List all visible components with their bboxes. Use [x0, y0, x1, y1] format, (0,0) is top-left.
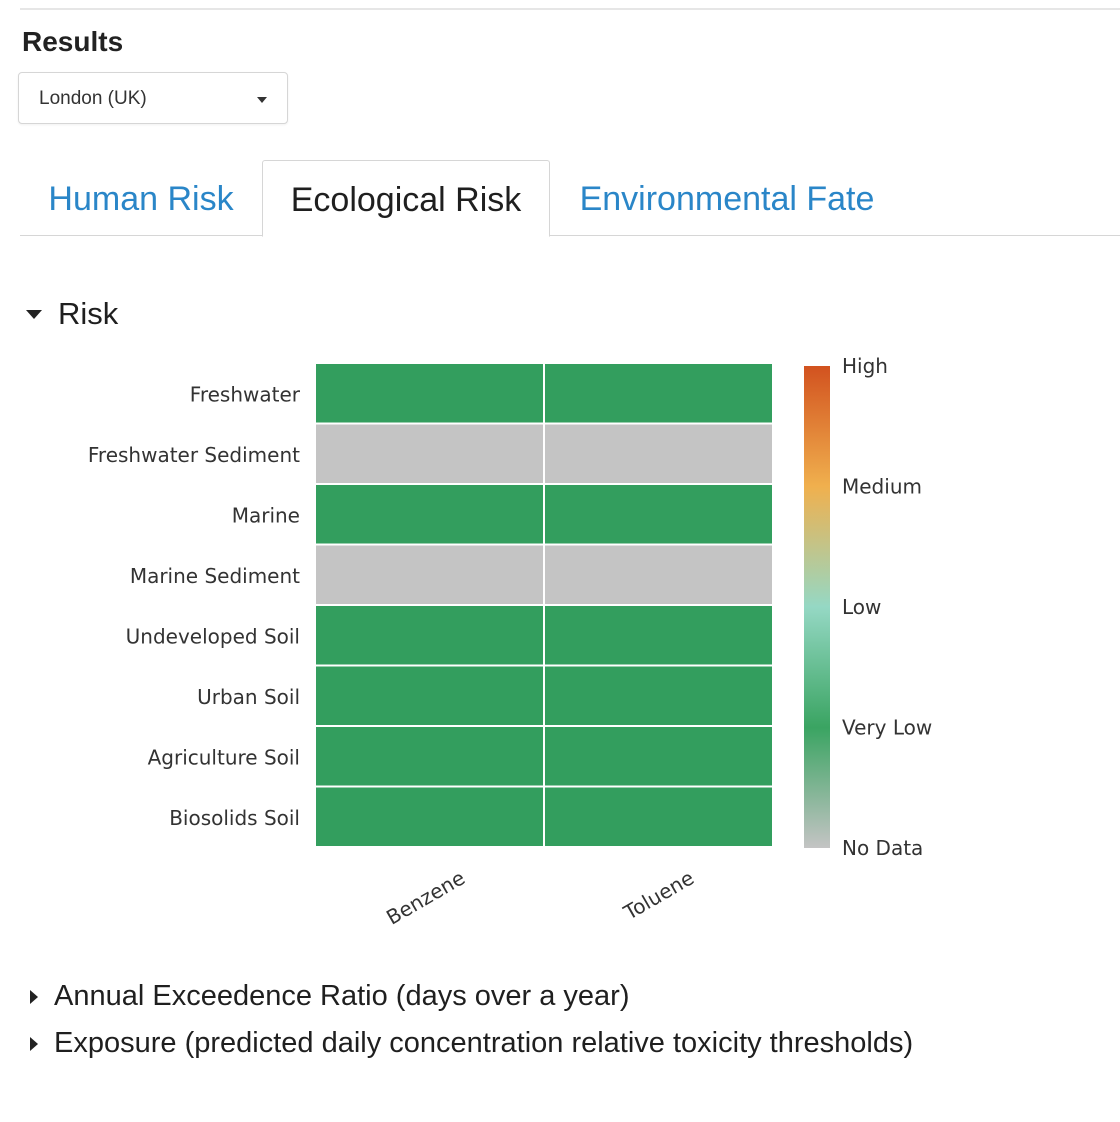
heatmap-cell-freshwater-sediment-benzene	[316, 424, 543, 483]
heatmap-cell-marine-sediment-benzene	[316, 545, 543, 604]
colorbar-label-medium: Medium	[842, 475, 922, 499]
heatmap-cell-freshwater-sediment-toluene	[545, 424, 772, 483]
colorbar	[804, 366, 830, 848]
colorbar-label-low: Low	[842, 595, 881, 619]
top-divider	[20, 8, 1120, 10]
colorbar-label-very-low: Very Low	[842, 716, 932, 740]
tab-human-risk[interactable]: Human Risk	[48, 180, 234, 218]
row-label-marine-sediment: Marine Sediment	[130, 564, 300, 588]
location-select-value: London (UK)	[39, 88, 147, 109]
chevron-down-icon	[257, 97, 267, 103]
risk-heatmap: Freshwater Freshwater Sediment Marine Marin…	[88, 354, 932, 930]
results-title: Results	[22, 26, 124, 57]
colorbar-label-no-data: No Data	[842, 836, 923, 860]
annual-exceedence-label: Annual Exceedence Ratio (days over a yea…	[54, 980, 630, 1012]
column-label-toluene: Toluene	[619, 866, 698, 926]
exposure-label: Exposure (predicted daily concentration …	[54, 1027, 914, 1059]
tab-environmental-fate[interactable]: Environmental Fate	[579, 180, 875, 218]
exposure-toggle[interactable]: Exposure (predicted daily concentration …	[26, 1027, 913, 1060]
row-label-biosolids-soil: Biosolids Soil	[169, 806, 300, 830]
tab-ecological-risk[interactable]: Ecological Risk	[262, 160, 550, 237]
annual-exceedence-toggle[interactable]: Annual Exceedence Ratio (days over a yea…	[26, 980, 629, 1013]
row-label-undeveloped-soil: Undeveloped Soil	[126, 624, 300, 648]
heatmap-cell-marine-toluene	[545, 485, 772, 544]
column-label-benzene: Benzene	[382, 866, 469, 930]
heatmap-cell-freshwater-benzene	[316, 364, 543, 423]
heatmap-cell-urban-soil-benzene	[316, 666, 543, 725]
triangle-right-icon	[30, 1036, 38, 1051]
heatmap-cell-agriculture-soil-toluene	[545, 727, 772, 786]
heatmap-cell-biosolids-soil-toluene	[545, 787, 772, 846]
triangle-right-icon	[30, 989, 38, 1004]
row-label-freshwater: Freshwater	[190, 382, 301, 406]
heatmap-cell-marine-benzene	[316, 485, 543, 544]
row-label-agriculture-soil: Agriculture Soil	[148, 745, 300, 769]
tabs-baseline	[20, 235, 1120, 236]
heatmap-cell-marine-sediment-toluene	[545, 545, 772, 604]
heatmap-cell-undeveloped-soil-toluene	[545, 606, 772, 665]
location-select[interactable]: London (UK)	[18, 72, 288, 124]
risk-section-toggle[interactable]: Risk	[26, 296, 118, 332]
heatmap-cell-undeveloped-soil-benzene	[316, 606, 543, 665]
heatmap-cell-agriculture-soil-benzene	[316, 727, 543, 786]
colorbar-label-high: High	[842, 354, 888, 378]
heatmap-cell-urban-soil-toluene	[545, 666, 772, 725]
risk-section-label: Risk	[58, 296, 119, 331]
triangle-down-icon	[26, 309, 42, 319]
heatmap-cell-biosolids-soil-benzene	[316, 787, 543, 846]
row-label-urban-soil: Urban Soil	[197, 685, 300, 709]
row-label-freshwater-sediment: Freshwater Sediment	[88, 443, 300, 467]
row-label-marine: Marine	[232, 503, 300, 527]
result-tabs: Human Risk Ecological Risk Environmental…	[20, 160, 1120, 237]
heatmap-cell-freshwater-toluene	[545, 364, 772, 423]
